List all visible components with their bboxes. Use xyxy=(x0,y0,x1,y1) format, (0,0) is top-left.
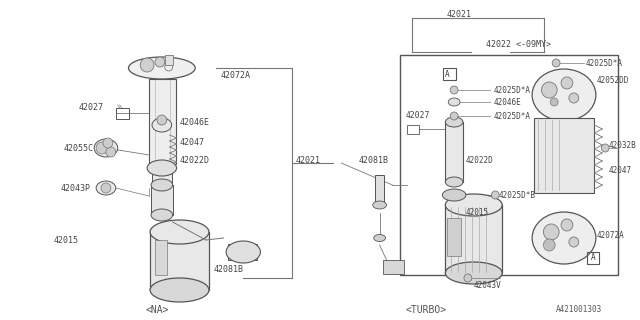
Bar xyxy=(164,55,173,65)
Bar xyxy=(447,218,461,256)
Ellipse shape xyxy=(147,160,177,176)
Text: A: A xyxy=(591,253,596,262)
Text: 42021: 42021 xyxy=(295,156,320,164)
Bar xyxy=(374,175,385,205)
Circle shape xyxy=(101,183,111,193)
Text: <NA>: <NA> xyxy=(145,305,169,315)
Circle shape xyxy=(155,57,164,67)
Text: 42021: 42021 xyxy=(446,10,471,19)
Text: 42055C: 42055C xyxy=(64,143,93,153)
Text: 42022D: 42022D xyxy=(466,156,493,164)
Text: 42015: 42015 xyxy=(54,236,79,244)
Bar xyxy=(151,185,173,215)
Ellipse shape xyxy=(445,117,463,127)
Text: <TURBO>: <TURBO> xyxy=(405,305,446,315)
Circle shape xyxy=(157,115,167,125)
Ellipse shape xyxy=(374,235,385,242)
Circle shape xyxy=(569,93,579,103)
Text: 42072A: 42072A xyxy=(596,230,624,239)
Circle shape xyxy=(601,144,609,152)
Bar xyxy=(534,118,595,193)
Ellipse shape xyxy=(150,220,209,244)
Circle shape xyxy=(96,142,108,154)
Ellipse shape xyxy=(532,69,596,121)
Bar xyxy=(407,125,419,134)
Text: 42052DD: 42052DD xyxy=(596,76,628,84)
Ellipse shape xyxy=(445,177,463,187)
Ellipse shape xyxy=(96,181,116,195)
Bar xyxy=(445,205,502,273)
Circle shape xyxy=(543,224,559,240)
Ellipse shape xyxy=(151,179,173,191)
Circle shape xyxy=(541,82,557,98)
Circle shape xyxy=(543,239,555,251)
Ellipse shape xyxy=(150,278,209,302)
Circle shape xyxy=(569,237,579,247)
Circle shape xyxy=(552,59,560,67)
Text: 42047: 42047 xyxy=(179,138,205,147)
Text: 42072A: 42072A xyxy=(221,70,251,79)
Text: A421001303: A421001303 xyxy=(556,306,602,315)
Circle shape xyxy=(550,98,558,106)
Text: 42015: 42015 xyxy=(466,207,489,217)
Circle shape xyxy=(140,58,154,72)
Text: 42025D*A: 42025D*A xyxy=(586,59,623,68)
Ellipse shape xyxy=(94,139,118,157)
Text: 42046E: 42046E xyxy=(179,117,209,126)
Bar xyxy=(150,232,209,290)
Text: 42022 <-09MY>: 42022 <-09MY> xyxy=(486,39,550,49)
Ellipse shape xyxy=(445,262,502,284)
Text: 42043V: 42043V xyxy=(474,281,502,290)
Ellipse shape xyxy=(442,189,466,201)
Text: A: A xyxy=(445,69,449,78)
Ellipse shape xyxy=(448,98,460,106)
Ellipse shape xyxy=(532,212,596,264)
Text: 42047: 42047 xyxy=(608,165,631,174)
Bar xyxy=(155,240,167,275)
Circle shape xyxy=(450,86,458,94)
Bar xyxy=(445,122,463,182)
Ellipse shape xyxy=(445,194,502,216)
Text: 42027: 42027 xyxy=(79,102,104,111)
Circle shape xyxy=(561,219,573,231)
Circle shape xyxy=(103,138,113,148)
Text: 42025D*B: 42025D*B xyxy=(499,190,535,199)
Text: 42025D*A: 42025D*A xyxy=(493,85,531,94)
Bar xyxy=(116,108,129,119)
Circle shape xyxy=(561,77,573,89)
Bar xyxy=(444,68,456,80)
Text: 42081B: 42081B xyxy=(359,156,389,164)
Ellipse shape xyxy=(129,57,195,79)
Ellipse shape xyxy=(152,118,172,132)
Circle shape xyxy=(464,274,472,282)
Bar xyxy=(586,252,599,264)
Text: 42043P: 42043P xyxy=(61,183,91,193)
Ellipse shape xyxy=(151,209,173,221)
Circle shape xyxy=(106,147,116,157)
Text: 42022D: 42022D xyxy=(179,156,209,164)
Ellipse shape xyxy=(372,201,387,209)
Bar xyxy=(152,168,172,188)
Text: 42025D*A: 42025D*A xyxy=(493,111,531,121)
Bar xyxy=(383,260,404,274)
Text: 42027: 42027 xyxy=(406,110,431,119)
Text: 42046E: 42046E xyxy=(493,98,521,107)
Ellipse shape xyxy=(226,241,260,263)
Bar xyxy=(400,55,618,275)
Text: 42032B: 42032B xyxy=(608,140,636,149)
Text: 42081B: 42081B xyxy=(214,266,244,275)
Bar xyxy=(149,79,175,164)
Circle shape xyxy=(450,112,458,120)
Circle shape xyxy=(492,191,499,199)
Bar xyxy=(228,244,257,260)
